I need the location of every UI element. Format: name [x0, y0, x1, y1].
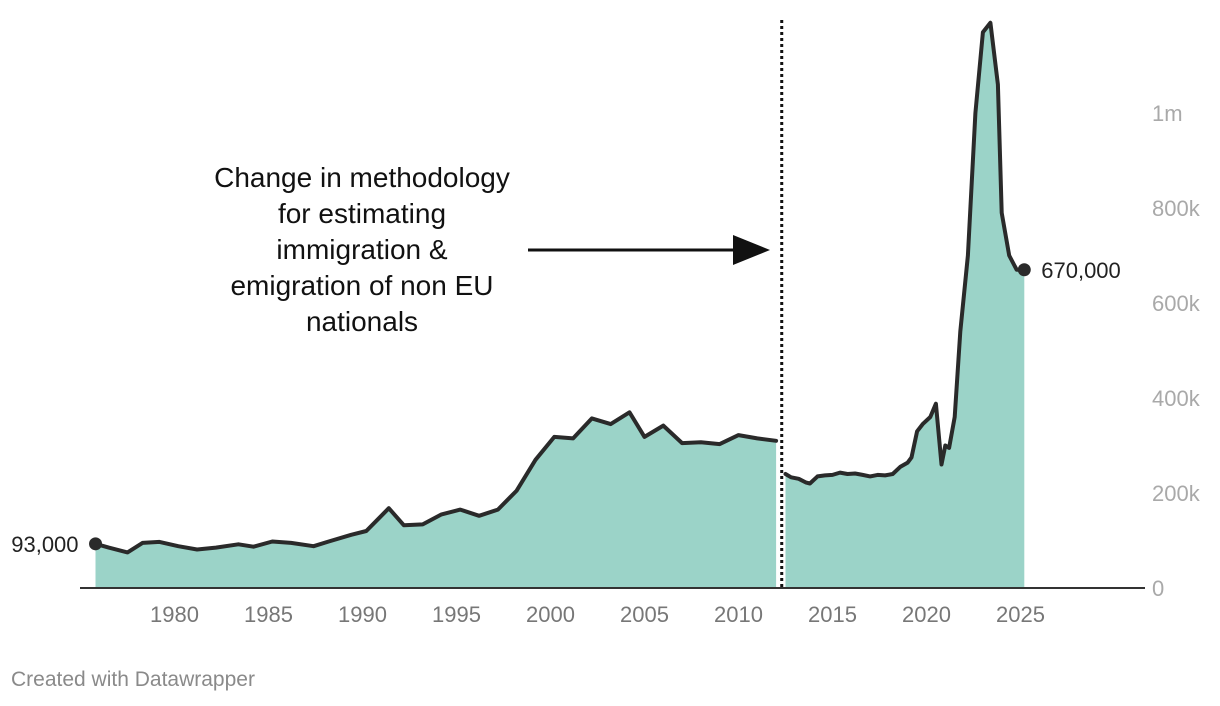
x-tick-label: 2005	[620, 602, 669, 627]
value-label: 670,000	[1041, 258, 1121, 283]
x-tick-label: 2000	[526, 602, 575, 627]
x-tick-labels: 1980 1985 1990 1995 2000 2005 2010 2015 2020 2025	[150, 602, 1045, 627]
area-fill-series-1	[95, 412, 777, 588]
annotation-line-1: Change in methodology	[214, 162, 510, 193]
value-label: 93,000	[11, 532, 78, 557]
x-tick-label: 2010	[714, 602, 763, 627]
x-tick-label: 2025	[996, 602, 1045, 627]
annotation-line-4: emigration of non EU	[230, 270, 493, 301]
x-tick-label: 1990	[338, 602, 387, 627]
annotation-line-3: immigration &	[276, 234, 447, 265]
x-tick-label: 1995	[432, 602, 481, 627]
annotation-line-2: for estimating	[278, 198, 446, 229]
y-tick-labels: 0 200k 400k 600k 800k 1m	[1152, 101, 1201, 601]
area-fills	[95, 22, 1025, 589]
y-tick-label: 600k	[1152, 291, 1201, 316]
annotation: Change in methodology for estimating imm…	[214, 162, 770, 337]
footer-credit: Created with Datawrapper	[11, 668, 255, 691]
y-tick-label: 200k	[1152, 481, 1201, 506]
series-line-1	[93, 410, 779, 555]
y-tick-label: 400k	[1152, 386, 1201, 411]
area-fill-series-2	[785, 22, 1025, 589]
x-tick-label: 2020	[902, 602, 951, 627]
x-tick-label: 1980	[150, 602, 199, 627]
y-tick-label: 0	[1152, 576, 1164, 601]
x-tick-label: 1985	[244, 602, 293, 627]
x-tick-label: 2015	[808, 602, 857, 627]
annotation-arrow-head	[733, 235, 770, 265]
y-tick-label: 800k	[1152, 196, 1201, 221]
series-lines	[93, 20, 1027, 555]
series-line-2	[783, 20, 1027, 486]
annotation-line-5: nationals	[306, 306, 418, 337]
chart: 1980 1985 1990 1995 2000 2005 2010 2015 2020 2025…	[11, 20, 1201, 627]
y-tick-label: 1m	[1152, 101, 1183, 126]
value-markers: 93,000 670,000	[11, 258, 1121, 557]
value-marker	[1017, 263, 1031, 277]
value-marker	[89, 537, 103, 551]
